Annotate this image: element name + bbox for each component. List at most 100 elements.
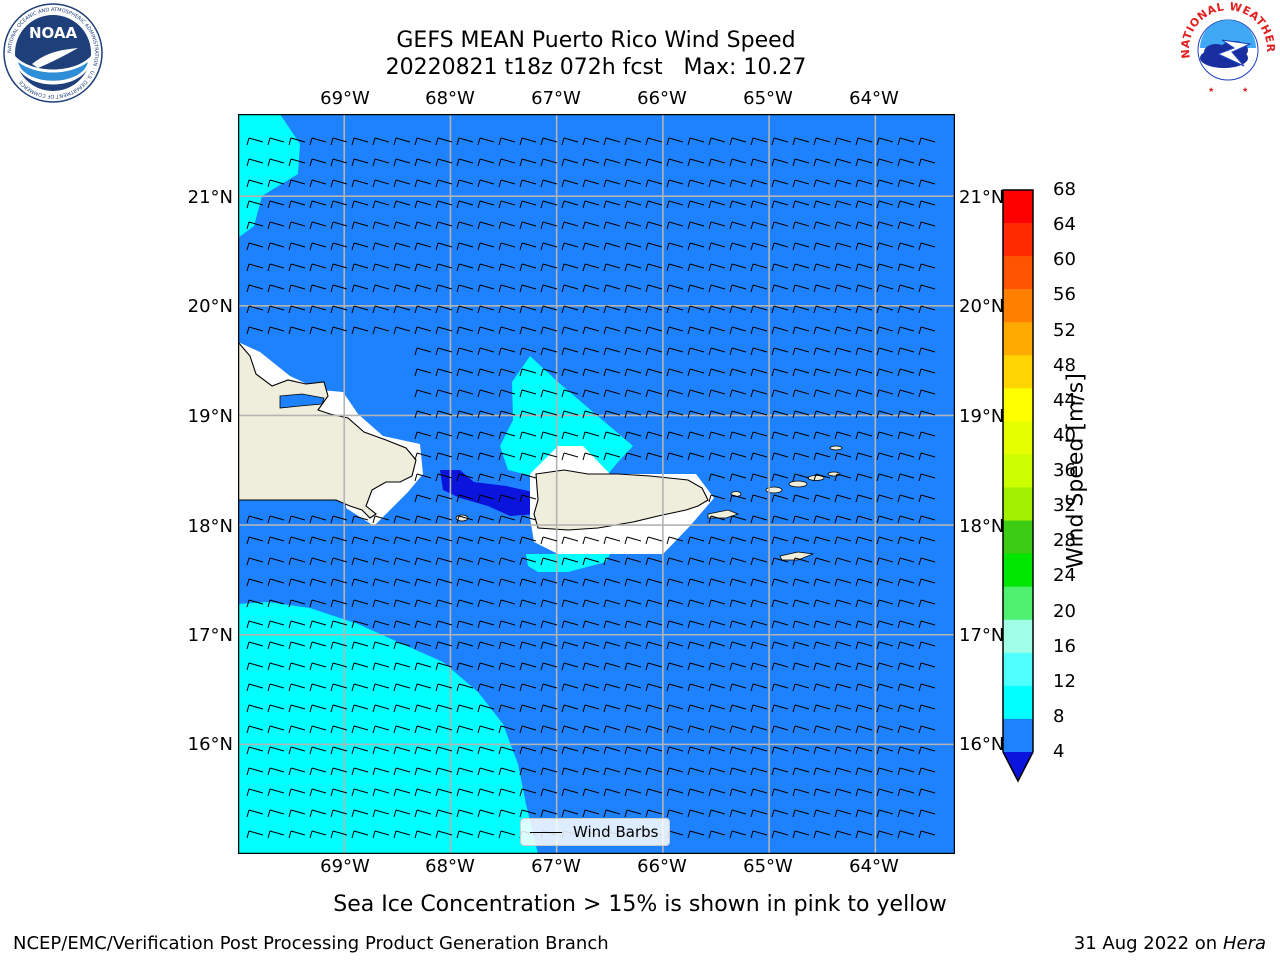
- wind-barb: [708, 368, 726, 377]
- wind-barb: [519, 578, 537, 587]
- colorbar-segment: [1003, 388, 1033, 422]
- wind-barb: [666, 536, 684, 545]
- wind-barb: [477, 473, 495, 482]
- wind-barb: [624, 305, 642, 314]
- wind-barb: [351, 830, 369, 839]
- wind-barb: [813, 494, 831, 503]
- wind-barb: [729, 641, 747, 650]
- wind-barb: [876, 830, 894, 839]
- wind-barb: [519, 389, 537, 398]
- wind-barb: [372, 326, 390, 335]
- wind-barb: [834, 515, 852, 524]
- wind-barb: [771, 326, 789, 335]
- wind-barb: [309, 788, 327, 797]
- wind-barb: [687, 221, 705, 230]
- wind-barb: [540, 746, 558, 755]
- wind-barb: [330, 767, 348, 776]
- wind-barb: [372, 809, 390, 818]
- wind-barb: [246, 263, 264, 272]
- wind-barb: [750, 704, 768, 713]
- lat-label-left-16n: 16°N: [187, 734, 233, 755]
- wind-barb: [540, 704, 558, 713]
- wind-barb: [477, 809, 495, 818]
- wind-barb: [834, 326, 852, 335]
- wind-barb: [603, 137, 621, 146]
- wind-barb: [519, 263, 537, 272]
- wind-barb: [666, 410, 684, 419]
- wind-barb: [645, 368, 663, 377]
- wind-barb: [540, 221, 558, 230]
- wind-barb: [435, 410, 453, 419]
- wind-barb: [561, 200, 579, 209]
- wind-barb: [876, 137, 894, 146]
- wind-barb: [414, 242, 432, 251]
- wind-barb: [897, 662, 915, 671]
- wind-barb: [372, 599, 390, 608]
- wind-barb: [645, 347, 663, 356]
- wind-barb: [750, 767, 768, 776]
- wind-band-8-12-sw: [238, 602, 538, 854]
- wind-barb: [897, 599, 915, 608]
- wind-barb: [792, 179, 810, 188]
- wind-barb: [267, 137, 285, 146]
- wind-barb: [729, 536, 747, 545]
- wind-barb: [855, 263, 873, 272]
- wind-barb: [351, 578, 369, 587]
- wind-barb: [309, 683, 327, 692]
- wind-barb: [246, 830, 264, 839]
- wind-barb: [351, 767, 369, 776]
- wind-barb: [540, 578, 558, 587]
- wind-barb: [540, 683, 558, 692]
- wind-barb: [582, 200, 600, 209]
- wind-barb: [666, 578, 684, 587]
- wind-barb: [456, 284, 474, 293]
- wind-barb: [666, 746, 684, 755]
- wind-barb: [771, 410, 789, 419]
- wind-barb: [897, 809, 915, 818]
- wind-barb: [456, 221, 474, 230]
- wind-barb: [498, 515, 516, 524]
- wind-barb: [645, 389, 663, 398]
- wind-barb: [561, 683, 579, 692]
- wind-barb: [393, 221, 411, 230]
- wind-barb: [855, 725, 873, 734]
- wind-barbs: [246, 137, 936, 839]
- wind-barb: [855, 389, 873, 398]
- colorbar-segment: [1003, 652, 1033, 687]
- wind-barb: [246, 809, 264, 818]
- wind-barb: [750, 347, 768, 356]
- wind-barb: [876, 641, 894, 650]
- wind-barb: [477, 620, 495, 629]
- wind-barb: [351, 305, 369, 314]
- wind-barb: [918, 788, 936, 797]
- wind-barb: [393, 137, 411, 146]
- wind-barb: [897, 242, 915, 251]
- wind-barb: [372, 746, 390, 755]
- wind-barb: [897, 158, 915, 167]
- wind-barb: [603, 578, 621, 587]
- wind-barb: [771, 767, 789, 776]
- wind-barb: [687, 641, 705, 650]
- wind-barb: [246, 221, 264, 230]
- wind-barb: [561, 326, 579, 335]
- wind-barb: [603, 431, 621, 440]
- svg-text:★: ★: [1242, 86, 1248, 94]
- wind-barb: [246, 767, 264, 776]
- wind-barb: [351, 725, 369, 734]
- wind-barb: [288, 515, 306, 524]
- wind-barb: [288, 788, 306, 797]
- wind-barb: [246, 641, 264, 650]
- wind-barb: [813, 515, 831, 524]
- wind-barb: [456, 263, 474, 272]
- wind-barb: [771, 305, 789, 314]
- wind-barb: [918, 725, 936, 734]
- wind-barb: [330, 137, 348, 146]
- wind-barb: [561, 704, 579, 713]
- wind-barb: [330, 200, 348, 209]
- wind-barb: [267, 809, 285, 818]
- wind-barb: [687, 683, 705, 692]
- wind-barb: [582, 326, 600, 335]
- wind-barb: [666, 284, 684, 293]
- wind-barb: [288, 767, 306, 776]
- wind-barb: [666, 305, 684, 314]
